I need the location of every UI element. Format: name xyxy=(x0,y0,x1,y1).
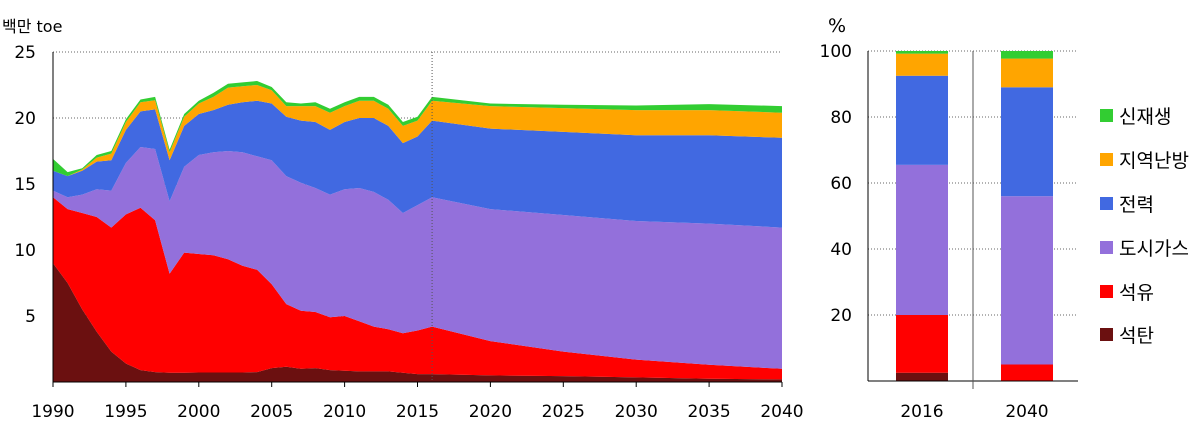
bar-segment-2016-지역난방 xyxy=(896,53,948,76)
area-series-전력 xyxy=(53,100,782,228)
bar-segment-2016-도시가스 xyxy=(896,164,948,315)
left-y-tick-label: 10 xyxy=(14,241,36,261)
right-y-tick-label: 100 xyxy=(820,42,852,62)
bar-segment-2040-전력 xyxy=(1001,87,1053,197)
x-tick-label: 2010 xyxy=(323,402,366,422)
legend-swatch xyxy=(1100,241,1113,254)
bar-segment-2040-지역난방 xyxy=(1001,58,1053,88)
bar-segment-2016-석탄 xyxy=(896,372,948,381)
x-tick-label: 2015 xyxy=(396,402,439,422)
left-y-tick-label: 25 xyxy=(14,43,36,63)
area-series-지역난방 xyxy=(53,85,782,177)
legend-swatch xyxy=(1100,109,1113,122)
legend-label: 지역난방 xyxy=(1119,150,1189,172)
legend-swatch xyxy=(1100,153,1113,166)
legend-label: 전력 xyxy=(1119,194,1154,216)
area-series-도시가스 xyxy=(53,147,782,369)
bar-segment-2040-석유 xyxy=(1001,364,1053,381)
legend-swatch xyxy=(1100,328,1113,341)
bar-category-label: 2016 xyxy=(900,402,943,422)
left-y-tick-label: 20 xyxy=(14,109,36,129)
right-y-tick-label: 80 xyxy=(830,108,852,128)
x-tick-label: 1995 xyxy=(104,402,147,422)
x-tick-label: 2025 xyxy=(542,402,585,422)
legend-label: 도시가스 xyxy=(1119,238,1189,260)
legend-swatch xyxy=(1100,197,1113,210)
x-tick-label: 2035 xyxy=(687,402,730,422)
bar-segment-2016-신재생 xyxy=(896,51,948,54)
x-tick-label: 2030 xyxy=(615,402,658,422)
area-series-석탄 xyxy=(53,263,782,382)
legend-label: 석유 xyxy=(1119,282,1154,304)
area-series-석유 xyxy=(53,197,782,380)
bar-segment-2016-전력 xyxy=(896,75,948,165)
right-y-tick-label: 60 xyxy=(830,174,852,194)
x-tick-label: 2005 xyxy=(250,402,293,422)
bar-segment-2040-신재생 xyxy=(1001,51,1053,59)
legend-swatch xyxy=(1100,285,1113,298)
legend-label: 석탄 xyxy=(1119,325,1154,347)
x-tick-label: 2000 xyxy=(177,402,220,422)
bar-category-label: 2040 xyxy=(1005,402,1048,422)
left-y-tick-label: 15 xyxy=(14,175,36,195)
x-tick-label: 1990 xyxy=(31,402,74,422)
right-y-axis-label: % xyxy=(828,15,846,37)
bar-segment-2040-도시가스 xyxy=(1001,196,1053,365)
right-y-tick-label: 20 xyxy=(830,306,852,326)
right-y-tick-label: 40 xyxy=(830,240,852,260)
legend-label: 신재생 xyxy=(1119,106,1171,128)
left-y-tick-label: 5 xyxy=(25,307,36,327)
right-stacked-bars xyxy=(896,51,1053,381)
x-tick-label: 2040 xyxy=(760,402,803,422)
bar-segment-2016-석유 xyxy=(896,315,948,373)
left-stacked-areas xyxy=(53,81,782,382)
left-y-axis-label: 백만 toe xyxy=(2,17,62,36)
x-tick-label: 2020 xyxy=(469,402,512,422)
